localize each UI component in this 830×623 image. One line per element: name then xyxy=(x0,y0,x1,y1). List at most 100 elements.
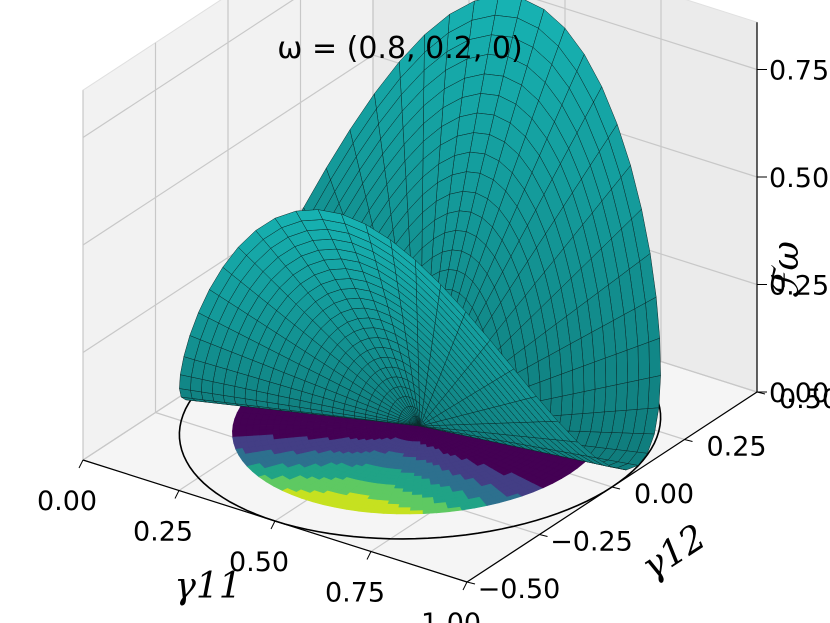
z-tick-label: 0.00 xyxy=(769,378,829,409)
surface-face xyxy=(636,377,650,410)
contour-cell xyxy=(245,424,254,432)
contour-cell xyxy=(409,460,417,465)
surface-face xyxy=(582,388,596,414)
contour-cell xyxy=(399,501,412,505)
contour-cell xyxy=(258,429,267,436)
contour-cell xyxy=(400,494,413,499)
x-tick-label: 0.75 xyxy=(325,578,385,609)
grid-line xyxy=(82,0,294,139)
contour-cell xyxy=(312,425,321,430)
x-tick xyxy=(462,581,468,591)
y-axis-label: γ12 xyxy=(634,517,713,588)
contour-cell xyxy=(413,472,423,477)
contour-cell xyxy=(272,429,280,436)
contour-cell xyxy=(319,421,328,426)
contour-cell xyxy=(252,429,260,437)
contour-cell xyxy=(285,424,294,430)
contour-cell xyxy=(339,422,348,426)
contour-cell xyxy=(258,424,267,431)
contour-cell xyxy=(416,450,422,455)
x-tick-label: 0.50 xyxy=(229,547,289,578)
grid-line xyxy=(536,0,758,71)
contour-cell xyxy=(398,504,412,509)
contour-cell xyxy=(245,430,254,437)
contour-cell xyxy=(414,466,422,471)
y-tick-label: −0.25 xyxy=(550,527,633,558)
surface-face xyxy=(647,375,661,409)
contour-cell xyxy=(383,509,399,515)
contour-cell xyxy=(238,430,247,438)
contour-cell xyxy=(370,509,386,514)
contour-cell xyxy=(232,424,241,432)
contour-cell xyxy=(305,424,314,430)
y-tick-label: 0.00 xyxy=(634,479,694,510)
surface-face xyxy=(571,391,585,415)
contour-cell xyxy=(232,430,240,438)
chart-title: ω = (0.8, 0.2, 0) xyxy=(277,31,522,66)
contour-cell xyxy=(326,422,335,426)
z-tick-label: 0.50 xyxy=(769,163,829,194)
contour-cell xyxy=(232,436,241,444)
contour-cell xyxy=(404,479,415,483)
x-tick-label: 0.00 xyxy=(37,486,97,517)
contour-cell xyxy=(232,418,242,426)
contour-cell xyxy=(414,469,422,474)
contour-cell xyxy=(422,509,437,515)
surface-face xyxy=(340,213,369,234)
contour-cell xyxy=(278,429,287,435)
surface-face xyxy=(550,373,563,399)
x-tick-label: 1.00 xyxy=(421,608,481,623)
y-tick xyxy=(611,486,621,490)
surface-face xyxy=(615,349,629,386)
contour-cell xyxy=(415,456,422,461)
contour-cell xyxy=(410,457,417,461)
surface-face xyxy=(593,386,607,414)
surface-face xyxy=(604,384,618,413)
contour-cell xyxy=(397,507,412,512)
contour-cell xyxy=(403,482,414,487)
surface-face xyxy=(615,382,629,412)
contour-cell xyxy=(325,425,334,429)
surface-face xyxy=(539,377,552,402)
x-tick xyxy=(174,490,180,499)
contour-cell xyxy=(265,424,274,431)
contour-cell xyxy=(416,453,422,458)
x-tick-label: 0.25 xyxy=(133,517,193,548)
contour-cell xyxy=(408,463,417,468)
contour-cell xyxy=(252,424,261,431)
z-axis-label: ℱω xyxy=(766,241,807,299)
contour-cell xyxy=(265,429,274,436)
y-tick-label: 0.25 xyxy=(706,432,766,463)
contour-cell xyxy=(555,471,571,479)
surface-face xyxy=(572,365,585,395)
x-axis-label: γ11 xyxy=(174,566,241,607)
contour-cell xyxy=(413,478,423,483)
y-tick xyxy=(466,581,476,585)
surface-face xyxy=(179,374,192,391)
surface-face xyxy=(648,337,661,379)
contour-cell xyxy=(406,472,415,477)
contour-cell xyxy=(332,422,341,426)
contour-cell xyxy=(299,424,307,430)
contour-cell xyxy=(412,482,423,487)
contour-cell xyxy=(408,466,416,471)
surface-face xyxy=(190,376,203,393)
surface-face xyxy=(637,341,650,381)
contour-cell xyxy=(238,424,247,432)
surface-mesh xyxy=(179,0,661,471)
contour-cell xyxy=(402,463,411,468)
contour-cell xyxy=(414,463,422,468)
grid-line xyxy=(82,54,374,246)
axis-ticks: 0.000.250.500.751.00−0.50−0.250.000.250.… xyxy=(37,56,830,623)
contour-cell xyxy=(346,422,355,426)
contour-cell xyxy=(415,460,422,465)
contour-cell xyxy=(399,497,413,502)
x-tick xyxy=(366,551,372,560)
contour-cell xyxy=(407,469,416,474)
y-tick xyxy=(684,439,693,442)
surface-face xyxy=(594,357,607,390)
surface-face xyxy=(625,379,639,411)
y-tick-label: 0.50 xyxy=(779,384,830,415)
y-tick xyxy=(539,534,548,537)
